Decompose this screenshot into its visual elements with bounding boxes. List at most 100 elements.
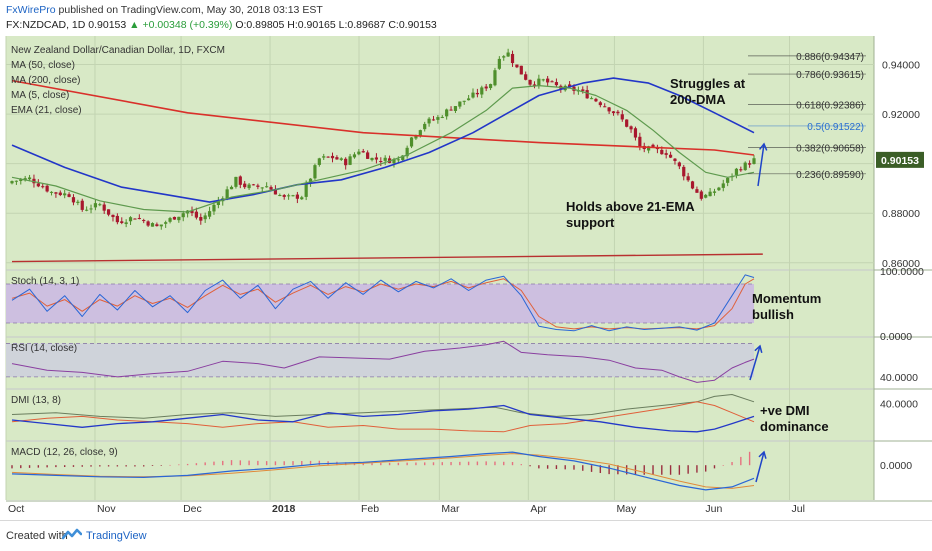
close-value: C:0.90153: [388, 19, 437, 31]
candle-body: [686, 176, 690, 181]
candle-body: [721, 183, 725, 188]
fib-level-label: 0.886(0.94347): [796, 52, 864, 63]
candle-body: [660, 149, 664, 155]
candle-body: [524, 74, 528, 80]
time-axis-label: Jul: [792, 503, 805, 515]
macd-histogram-bar: [669, 465, 672, 475]
candle-body: [238, 176, 242, 185]
price-axis-tick-label: 0.92000: [882, 109, 920, 121]
candle-body: [431, 119, 436, 121]
dmi-plus-line: [11, 404, 755, 433]
candle-body: [295, 194, 299, 199]
rsi-axis-label: 40.0000: [880, 372, 918, 384]
candle-body: [177, 216, 181, 221]
candle-body: [418, 130, 422, 136]
macd-histogram-bar: [582, 465, 584, 471]
candle-body: [620, 114, 624, 120]
tradingview-logo-icon: [62, 528, 82, 540]
candle-body: [625, 119, 629, 127]
candle-body: [581, 89, 585, 91]
candle-body: [414, 135, 418, 139]
macd-histogram-bar: [555, 465, 558, 470]
publisher-link[interactable]: FxWirePro: [6, 4, 56, 16]
candle-body: [168, 218, 172, 222]
candle-body: [374, 157, 379, 160]
candle-body: [260, 187, 264, 189]
candle-body: [128, 217, 133, 222]
candle-body: [190, 210, 194, 214]
candle-body: [344, 158, 348, 166]
macd-histogram-bar: [459, 461, 461, 466]
candle-body: [326, 156, 330, 158]
macd-histogram-bar: [380, 463, 382, 466]
macd-histogram-bar: [28, 465, 31, 468]
candle-body: [655, 147, 660, 150]
publish-line: FxWirePro published on TradingView.com, …: [6, 4, 323, 16]
macd-histogram-bar: [476, 461, 479, 466]
macd-histogram-bar: [678, 465, 681, 475]
candle-body: [488, 84, 493, 89]
candle-body: [256, 185, 260, 187]
candle-body: [330, 155, 335, 159]
support-trendline: [11, 253, 763, 263]
candle-body: [41, 186, 45, 188]
candle-body: [616, 111, 620, 114]
candle-body: [287, 195, 291, 197]
candle-body: [471, 92, 475, 98]
candle-body: [76, 201, 80, 203]
candle-body: [475, 92, 479, 95]
candle-body: [203, 215, 207, 220]
macd-arrow-icon-shaft: [755, 451, 765, 483]
macd-histogram-bar: [213, 461, 215, 466]
candle-body: [445, 109, 449, 117]
candle-body: [633, 128, 638, 138]
macd-histogram-bar: [230, 460, 233, 466]
macd-histogram-bar: [529, 465, 531, 467]
stoch-k-line: [11, 274, 755, 332]
macd-histogram-bar: [274, 461, 277, 466]
indicator-title: Stoch (14, 3, 1): [11, 276, 79, 287]
candle-body: [225, 189, 229, 200]
candle-body: [664, 153, 668, 155]
last-price-badge: [876, 151, 924, 168]
macd-histogram-bar: [564, 465, 566, 470]
macd-histogram-bar: [485, 461, 487, 466]
candle-body: [554, 82, 559, 86]
candle-body: [392, 159, 396, 164]
candle-body: [133, 218, 137, 220]
candle-body: [366, 152, 370, 159]
candle-body: [19, 179, 23, 182]
price-chart[interactable]: Oct Nov Dec 2018 Feb Mar Apr May Jun Jul 0.86000 0.…: [0, 36, 932, 520]
candle-body: [506, 52, 510, 57]
candle-body: [234, 176, 238, 187]
candle-body: [379, 161, 383, 163]
candle-body: [708, 191, 712, 197]
candle-body: [98, 204, 102, 206]
macd-histogram-bar: [63, 465, 66, 467]
candle-body: [339, 158, 343, 160]
indicator-title: MACD (12, 26, close, 9): [11, 447, 118, 458]
candle-body: [102, 204, 106, 211]
candle-body: [546, 78, 550, 83]
candle-body: [229, 186, 234, 190]
macd-histogram-bar: [318, 460, 321, 466]
candle-body: [690, 181, 695, 189]
macd-histogram-bar: [125, 465, 127, 467]
macd-histogram-bar: [239, 460, 242, 466]
candle-body: [243, 183, 247, 188]
macd-histogram-bar: [731, 462, 733, 466]
annotation-support-line1: Holds above 21-EMA: [566, 199, 695, 214]
candle-body: [598, 102, 602, 106]
candle-body: [335, 157, 339, 160]
annotation-momentum-line1: Momentum: [752, 291, 821, 306]
candle-body: [370, 157, 374, 161]
macd-histogram-bar: [248, 460, 250, 466]
candle-body: [607, 107, 611, 112]
candle-body: [63, 193, 67, 196]
macd-histogram-bar: [178, 464, 180, 466]
candle-body: [717, 187, 721, 191]
tradingview-link[interactable]: TradingView: [86, 530, 147, 542]
candle-body: [480, 87, 484, 95]
candle-body: [743, 162, 747, 171]
macd-histogram-bar: [309, 460, 312, 466]
